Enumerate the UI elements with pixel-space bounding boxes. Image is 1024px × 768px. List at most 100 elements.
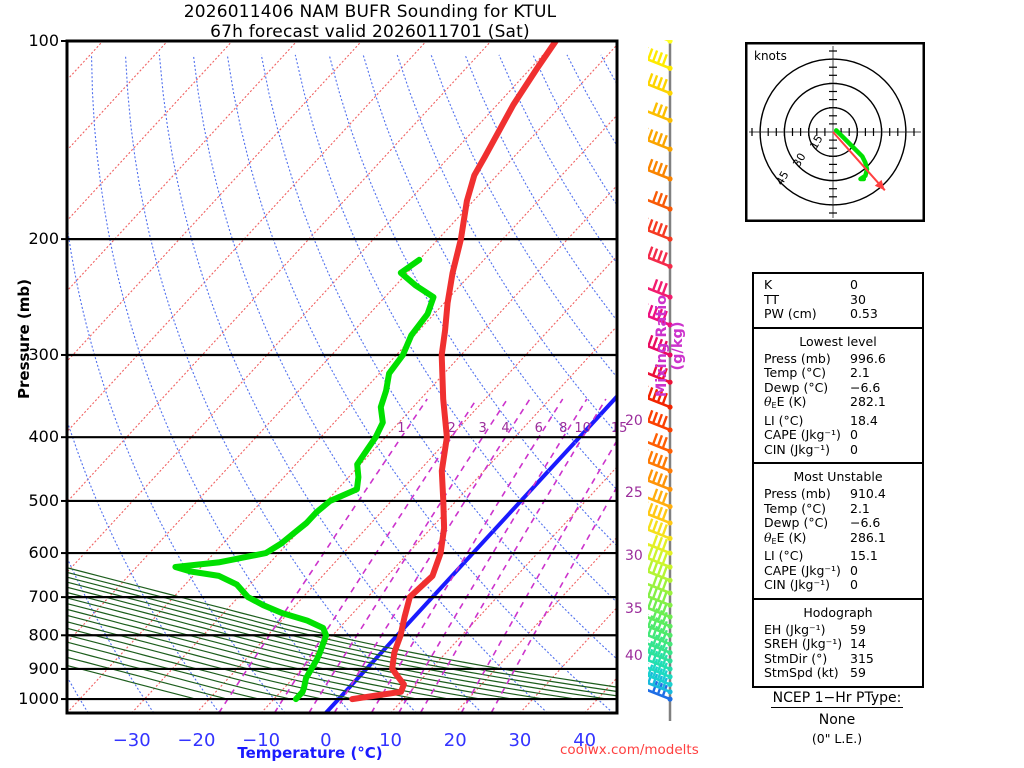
param-row: θEE (K) 282.1 — [754, 394, 922, 414]
pressure-tick-label: 100 — [28, 31, 59, 50]
temperature-tick-label: 40 — [573, 730, 596, 751]
param-row: Dewp (°C) −6.6 — [754, 379, 922, 396]
mixing-ratio-scale-label: 20 — [625, 413, 643, 429]
wind-barb — [648, 102, 673, 123]
param-value: 0 — [850, 562, 858, 578]
pressure-tick-label: 300 — [28, 345, 59, 364]
plot-border — [65, 39, 619, 715]
param-row: θEE (K) 286.1 — [754, 529, 922, 550]
param-label: CIN (Jkg⁻¹) — [764, 577, 830, 592]
param-label: CAPE (Jkg⁻¹) — [764, 562, 841, 578]
temperature-tick-label: 10 — [379, 730, 402, 751]
param-label: Dewp (°C) — [764, 515, 829, 530]
hodograph-ring-label: 45 — [773, 169, 791, 188]
param-value: 0 — [850, 277, 858, 292]
section-heading: Most Unstable — [793, 469, 883, 484]
wind-barb — [648, 658, 673, 680]
param-label: EH (Jkg⁻¹) — [764, 621, 826, 637]
param-row: CAPE (Jkg⁻¹) 0 — [754, 427, 922, 443]
wind-barb — [648, 278, 673, 300]
param-value: 2.1 — [850, 500, 870, 516]
general-parameters-section: K 0 TT 30 PW (cm) 0.53 — [754, 274, 922, 329]
wind-barb — [648, 217, 673, 242]
wind-barb — [648, 246, 673, 269]
temperature-tick-label: 0 — [320, 730, 331, 751]
wind-barb — [648, 583, 673, 608]
pressure-tick-label: 800 — [28, 625, 59, 644]
y-axis-title: Pressure (mb) — [15, 279, 33, 399]
param-row: Temp (°C) 2.1 — [754, 500, 922, 517]
wind-barb — [648, 469, 673, 492]
param-row: CIN (Jkg⁻¹) 0 — [754, 577, 922, 593]
hodograph-stats-rows: EH (Jkg⁻¹) 59 SREH (Jkg⁻¹) 14 StmDir (°) 315 S… — [754, 621, 922, 681]
wind-barb — [663, 40, 673, 44]
param-value: 996.6 — [850, 350, 886, 366]
wind-barb — [648, 190, 673, 212]
param-value: 286.1 — [850, 529, 886, 545]
wind-barb — [648, 545, 673, 570]
mixing-ratio-scale-label: 30 — [625, 548, 643, 564]
param-label: CAPE (Jkg⁻¹) — [764, 427, 841, 442]
param-label: StmSpd (kt) — [764, 665, 839, 680]
mixing-ratio-line-label: 2 — [447, 421, 455, 436]
wind-barb — [648, 449, 673, 474]
wind-barb — [648, 501, 673, 526]
wind-barb — [648, 613, 673, 638]
wind-barb-profile — [648, 40, 673, 721]
param-label: LI (°C) — [764, 548, 804, 563]
param-value: 282.1 — [850, 394, 886, 409]
param-label: Dewp (°C) — [764, 379, 829, 395]
param-row: Temp (°C) 2.1 — [754, 365, 922, 381]
mixing-ratio-line-label: 1 — [397, 421, 405, 436]
wind-barb — [648, 364, 673, 385]
param-label: Press (mb) — [764, 350, 831, 366]
x-axis-title: Temperature (°C) — [237, 744, 383, 762]
mixing-ratio-line-label: 8 — [559, 421, 567, 436]
param-value: 2.1 — [850, 365, 870, 380]
param-value: 14 — [850, 636, 866, 651]
wind-barb — [648, 624, 673, 647]
param-value: 0 — [850, 427, 858, 442]
pressure-tick-label: 1000 — [18, 689, 59, 708]
title-line-1: 2026011406 NAM BUFR Sounding for KTUL — [183, 2, 557, 22]
param-label: LI (°C) — [764, 412, 804, 428]
param-value: −6.6 — [850, 379, 881, 395]
wind-barb — [648, 334, 673, 358]
param-label: TT — [764, 291, 780, 307]
param-value: 910.4 — [850, 486, 886, 501]
pressure-tick-label: 500 — [28, 491, 59, 510]
param-value: 0 — [850, 577, 858, 592]
mixing-ratio-scale-label: 25 — [625, 485, 643, 501]
wind-barb — [648, 560, 673, 583]
hodograph-ring-label: 30 — [790, 151, 808, 170]
ptype-value: None — [818, 712, 856, 728]
wind-barb — [648, 639, 673, 664]
mixing-ratio-line-label: 10 — [574, 421, 591, 436]
pressure-tick-label: 400 — [28, 427, 59, 446]
param-row: LI (°C) 15.1 — [754, 548, 922, 564]
param-row: K 0 — [754, 277, 922, 293]
param-row: Dewp (°C) −6.6 — [754, 515, 922, 531]
temperature-trace — [349, 41, 559, 703]
watermark: coolwx.com/modelts — [560, 742, 699, 758]
param-label: PW (cm) — [764, 306, 817, 321]
mixing-ratio-line-label: 3 — [479, 421, 487, 436]
mixing-ratio-line-label: 15 — [611, 421, 628, 436]
wind-barb — [648, 385, 673, 410]
param-label: θEE (K) — [764, 394, 807, 410]
param-value: 18.4 — [850, 412, 878, 428]
mixing-ratio-axis-title: Mixing Ratio (g/kg) — [654, 294, 686, 398]
param-label: SREH (Jkg⁻¹) — [764, 636, 843, 651]
wind-barb — [648, 303, 673, 328]
param-row: Press (mb) 996.6 — [754, 350, 922, 367]
wind-barb — [648, 46, 673, 71]
most-unstable-section: Most Unstable Press (mb) 910.4 Temp (°C) 2.… — [754, 464, 922, 600]
param-row: LI (°C) 18.4 — [754, 412, 922, 429]
param-label: Temp (°C) — [764, 365, 827, 380]
param-label: θEE (K) — [764, 529, 807, 546]
ptype-panel: NCEP 1−Hr PType: None (0" L.E.) — [742, 690, 932, 746]
temperature-tick-label: −10 — [242, 730, 280, 751]
param-row: TT 30 — [754, 291, 922, 308]
